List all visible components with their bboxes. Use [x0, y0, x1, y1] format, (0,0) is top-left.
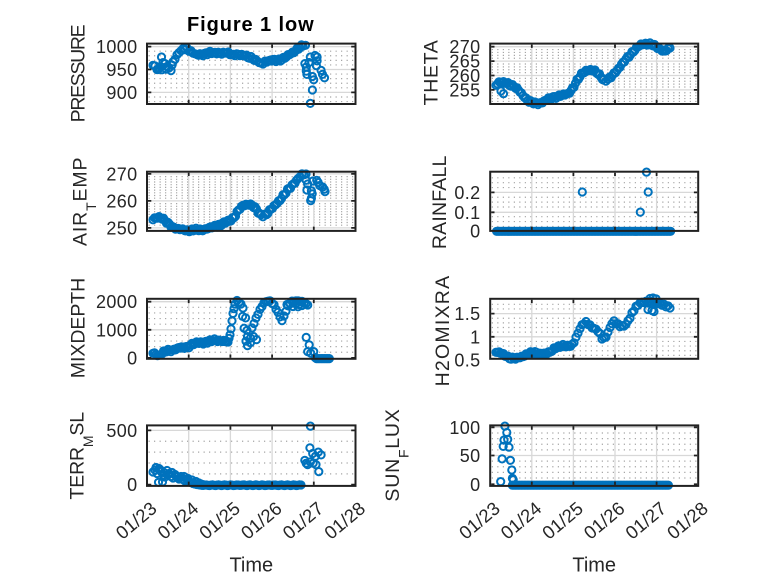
svg-text:H2OMIXRA: H2OMIXRA [432, 275, 454, 387]
svg-text:1000: 1000 [96, 37, 137, 57]
svg-text:265: 265 [449, 52, 480, 72]
svg-text:250: 250 [106, 218, 137, 238]
svg-text:PRESSURE: PRESSURE [67, 24, 89, 122]
svg-text:0: 0 [127, 348, 137, 368]
svg-text:Time: Time [229, 555, 273, 577]
svg-text:270: 270 [106, 164, 137, 184]
svg-text:MIXDEPTH: MIXDEPTH [68, 278, 90, 378]
svg-text:270: 270 [449, 37, 480, 57]
svg-text:950: 950 [106, 60, 137, 80]
svg-text:260: 260 [106, 191, 137, 211]
svg-text:0: 0 [470, 475, 480, 495]
svg-text:1: 1 [470, 327, 480, 347]
svg-text:0: 0 [127, 475, 137, 495]
svg-text:SUNFLUX: SUNFLUX [382, 408, 412, 501]
svg-text:0.1: 0.1 [454, 203, 480, 223]
svg-text:THETA: THETA [421, 40, 443, 106]
svg-text:0.2: 0.2 [454, 183, 480, 203]
svg-text:1000: 1000 [96, 320, 137, 340]
svg-text:500: 500 [106, 421, 137, 441]
svg-text:RAINFALL: RAINFALL [429, 155, 451, 249]
svg-text:50: 50 [460, 446, 481, 466]
svg-text:100: 100 [449, 418, 480, 438]
svg-text:2000: 2000 [96, 292, 137, 312]
svg-text:255: 255 [449, 80, 480, 100]
svg-text:1.5: 1.5 [454, 304, 480, 324]
svg-text:260: 260 [449, 66, 480, 86]
svg-text:AIRTEMP: AIRTEMP [69, 157, 99, 246]
svg-text:Figure 1 low: Figure 1 low [187, 14, 314, 36]
svg-text:0: 0 [470, 221, 480, 241]
svg-text:900: 900 [106, 83, 137, 103]
svg-text:0.5: 0.5 [454, 350, 480, 370]
svg-text:Time: Time [572, 555, 616, 577]
svg-text:TERRMSL: TERRMSL [66, 412, 96, 500]
